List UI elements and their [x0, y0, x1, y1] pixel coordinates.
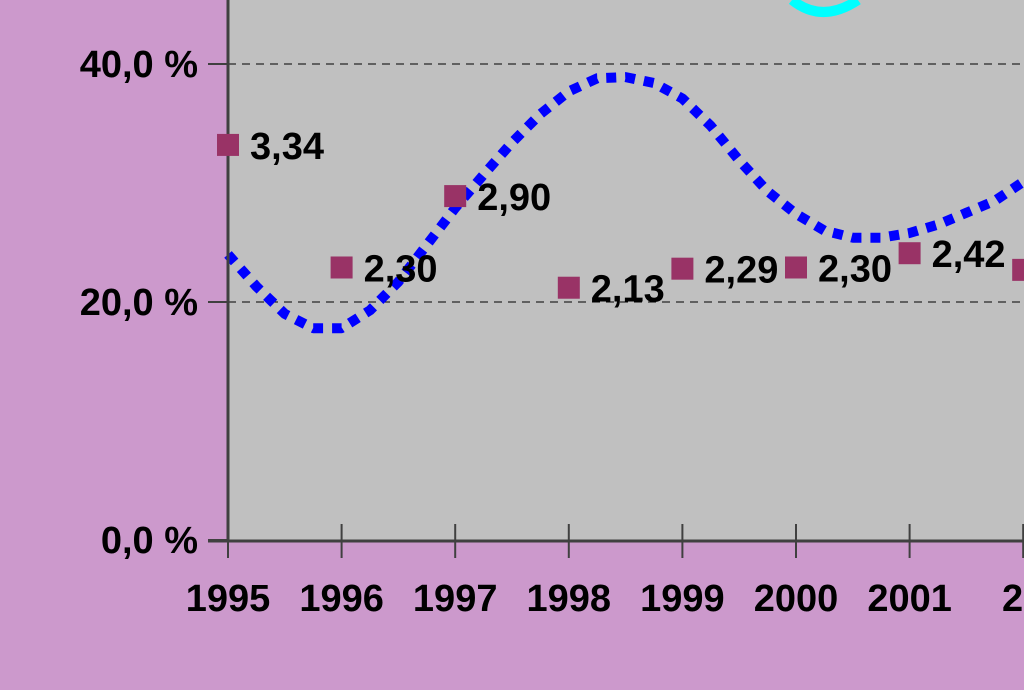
y-tick-labels: 0,0 % 20,0 % 40,0 % — [80, 44, 198, 562]
data-point-marker — [785, 256, 807, 279]
y-tick-label: 20,0 % — [80, 282, 198, 324]
x-tick-label: 1997 — [413, 578, 498, 620]
data-point-marker — [330, 256, 353, 279]
x-tick-label: 20 — [1002, 578, 1024, 620]
data-point-marker — [444, 185, 467, 208]
axis-ticks — [208, 63, 1024, 558]
data-point-marker — [898, 242, 921, 265]
x-tick-label: 2001 — [867, 578, 952, 620]
plot-area — [228, 0, 1024, 540]
trend-line — [224, 72, 1024, 334]
x-tick-labels: 1995 1996 1997 1998 1999 2000 2001 20 — [186, 578, 1024, 620]
y-tick-label: 0,0 % — [101, 520, 198, 562]
data-label: 2,29 — [704, 250, 778, 292]
y-tick-label: 40,0 % — [80, 44, 198, 86]
gridlines — [228, 63, 1024, 303]
data-label: 2,30 — [364, 248, 438, 290]
data-label: 2,42 — [932, 234, 1006, 276]
data-point-marker — [671, 257, 694, 280]
x-tick-label: 1998 — [527, 578, 612, 620]
data-label: 2,90 — [477, 177, 551, 219]
x-tick-label: 1996 — [299, 578, 384, 620]
data-labels: 3,34 2,30 2,90 2,13 2,29 2,30 2,42 — [250, 126, 1006, 311]
x-tick-label: 1995 — [186, 578, 271, 620]
data-markers — [217, 133, 1024, 299]
data-label: 2,13 — [591, 269, 665, 311]
x-tick-label: 1999 — [640, 578, 725, 620]
data-point-marker — [217, 133, 239, 156]
data-label: 2,30 — [818, 248, 892, 290]
partial-cyan-shape — [788, 0, 861, 17]
data-point-marker — [1012, 258, 1024, 281]
x-tick-label: 2000 — [754, 578, 839, 620]
data-label: 3,34 — [250, 126, 324, 168]
data-point-marker — [557, 276, 580, 299]
